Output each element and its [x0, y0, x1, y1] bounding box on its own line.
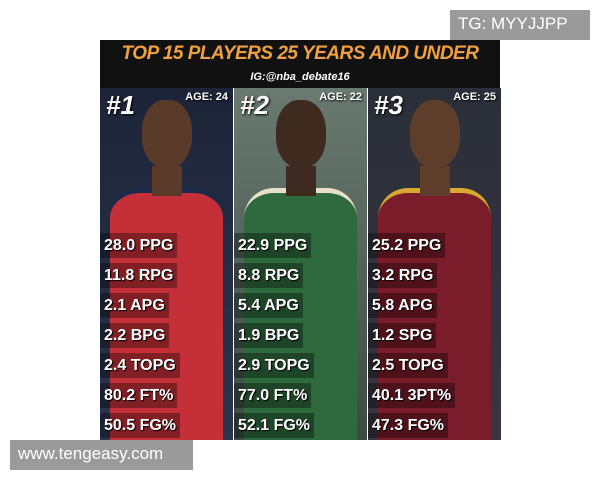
- rank: #3: [374, 90, 403, 120]
- age: AGE: 25: [453, 91, 496, 103]
- stat-line: 5.4 APG: [234, 293, 303, 318]
- stat-line: 52.1 FG%: [234, 413, 315, 438]
- stat-line: 80.2 FT%: [100, 383, 178, 408]
- player-neck: [152, 166, 182, 196]
- player-panel: #3 AGE: 25 25.2 PPG 3.2 RPG 5.8 APG 1.2 SPG 2.…: [368, 88, 501, 440]
- player-head: [142, 100, 192, 168]
- stat-line: 25.2 PPG: [368, 233, 446, 258]
- stat-line: 2.2 BPG: [100, 323, 170, 348]
- stat-line: 11.8 RPG: [100, 263, 178, 288]
- stat-line: 28.0 PPG: [100, 233, 178, 258]
- rank: #1: [106, 90, 135, 120]
- stat-line: 2.5 TOPG: [368, 353, 448, 378]
- stat-line: 2.9 TOPG: [234, 353, 314, 378]
- player-neck: [286, 166, 316, 196]
- stat-line: 77.0 FT%: [234, 383, 312, 408]
- stat-line: 47.3 FG%: [368, 413, 449, 438]
- player-head: [276, 100, 326, 168]
- subtitle: IG:@nba_debate16: [100, 68, 500, 88]
- stat-line: 50.5 FG%: [100, 413, 181, 438]
- player-neck: [420, 166, 450, 196]
- age: AGE: 24: [185, 91, 228, 103]
- stat-line: 2.4 TOPG: [100, 353, 180, 378]
- stat-line: 40.1 3PT%: [368, 383, 456, 408]
- age: AGE: 22: [319, 91, 362, 103]
- title: TOP 15 PLAYERS 25 YEARS AND UNDER: [100, 40, 500, 68]
- stat-line: 8.8 RPG: [234, 263, 304, 288]
- player-head: [410, 100, 460, 168]
- stat-line: 22.9 PPG: [234, 233, 312, 258]
- rank: #2: [240, 90, 269, 120]
- stat-line: 1.2 SPG: [368, 323, 437, 348]
- watermark: www.tengeasy.com: [10, 440, 193, 470]
- stat-line: 1.9 BPG: [234, 323, 304, 348]
- player-panel: #2 AGE: 22 22.9 PPG 8.8 RPG 5.4 APG 1.9 BPG 2.…: [234, 88, 367, 440]
- player-body: [244, 188, 357, 440]
- player-panel: #1 AGE: 24 28.0 PPG 11.8 RPG 2.1 APG 2.2 BPG 2…: [100, 88, 233, 440]
- stat-line: 2.1 APG: [100, 293, 169, 318]
- stat-line: 3.2 RPG: [368, 263, 438, 288]
- watermark: TG: MYYJJPP: [450, 10, 590, 40]
- stat-line: 5.8 APG: [368, 293, 437, 318]
